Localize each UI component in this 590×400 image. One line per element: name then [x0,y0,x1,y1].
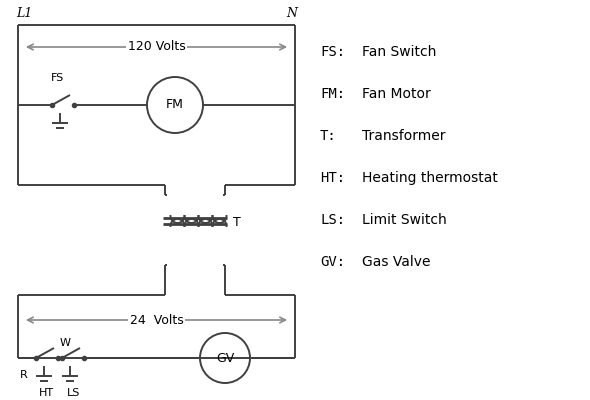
Text: Gas Valve: Gas Valve [362,255,431,269]
Text: FS:: FS: [320,45,345,59]
Text: GV:: GV: [320,255,345,269]
Text: HT:: HT: [320,171,345,185]
Text: 120 Volts: 120 Volts [127,40,185,54]
Text: 24  Volts: 24 Volts [130,314,183,326]
Text: Fan Switch: Fan Switch [362,45,437,59]
Text: FM:: FM: [320,87,345,101]
Text: FS: FS [50,73,64,83]
Text: FM: FM [166,98,184,112]
Text: L1: L1 [16,7,32,20]
Text: R: R [20,370,28,380]
Text: Limit Switch: Limit Switch [362,213,447,227]
Text: Heating thermostat: Heating thermostat [362,171,498,185]
Text: W: W [60,338,71,348]
Text: Transformer: Transformer [362,129,445,143]
Text: HT: HT [38,388,54,398]
Text: LS: LS [67,388,81,398]
Text: N: N [286,7,297,20]
Text: GV: GV [216,352,234,364]
Text: LS:: LS: [320,213,345,227]
Text: Fan Motor: Fan Motor [362,87,431,101]
Text: T: T [233,216,241,230]
Text: T:: T: [320,129,337,143]
